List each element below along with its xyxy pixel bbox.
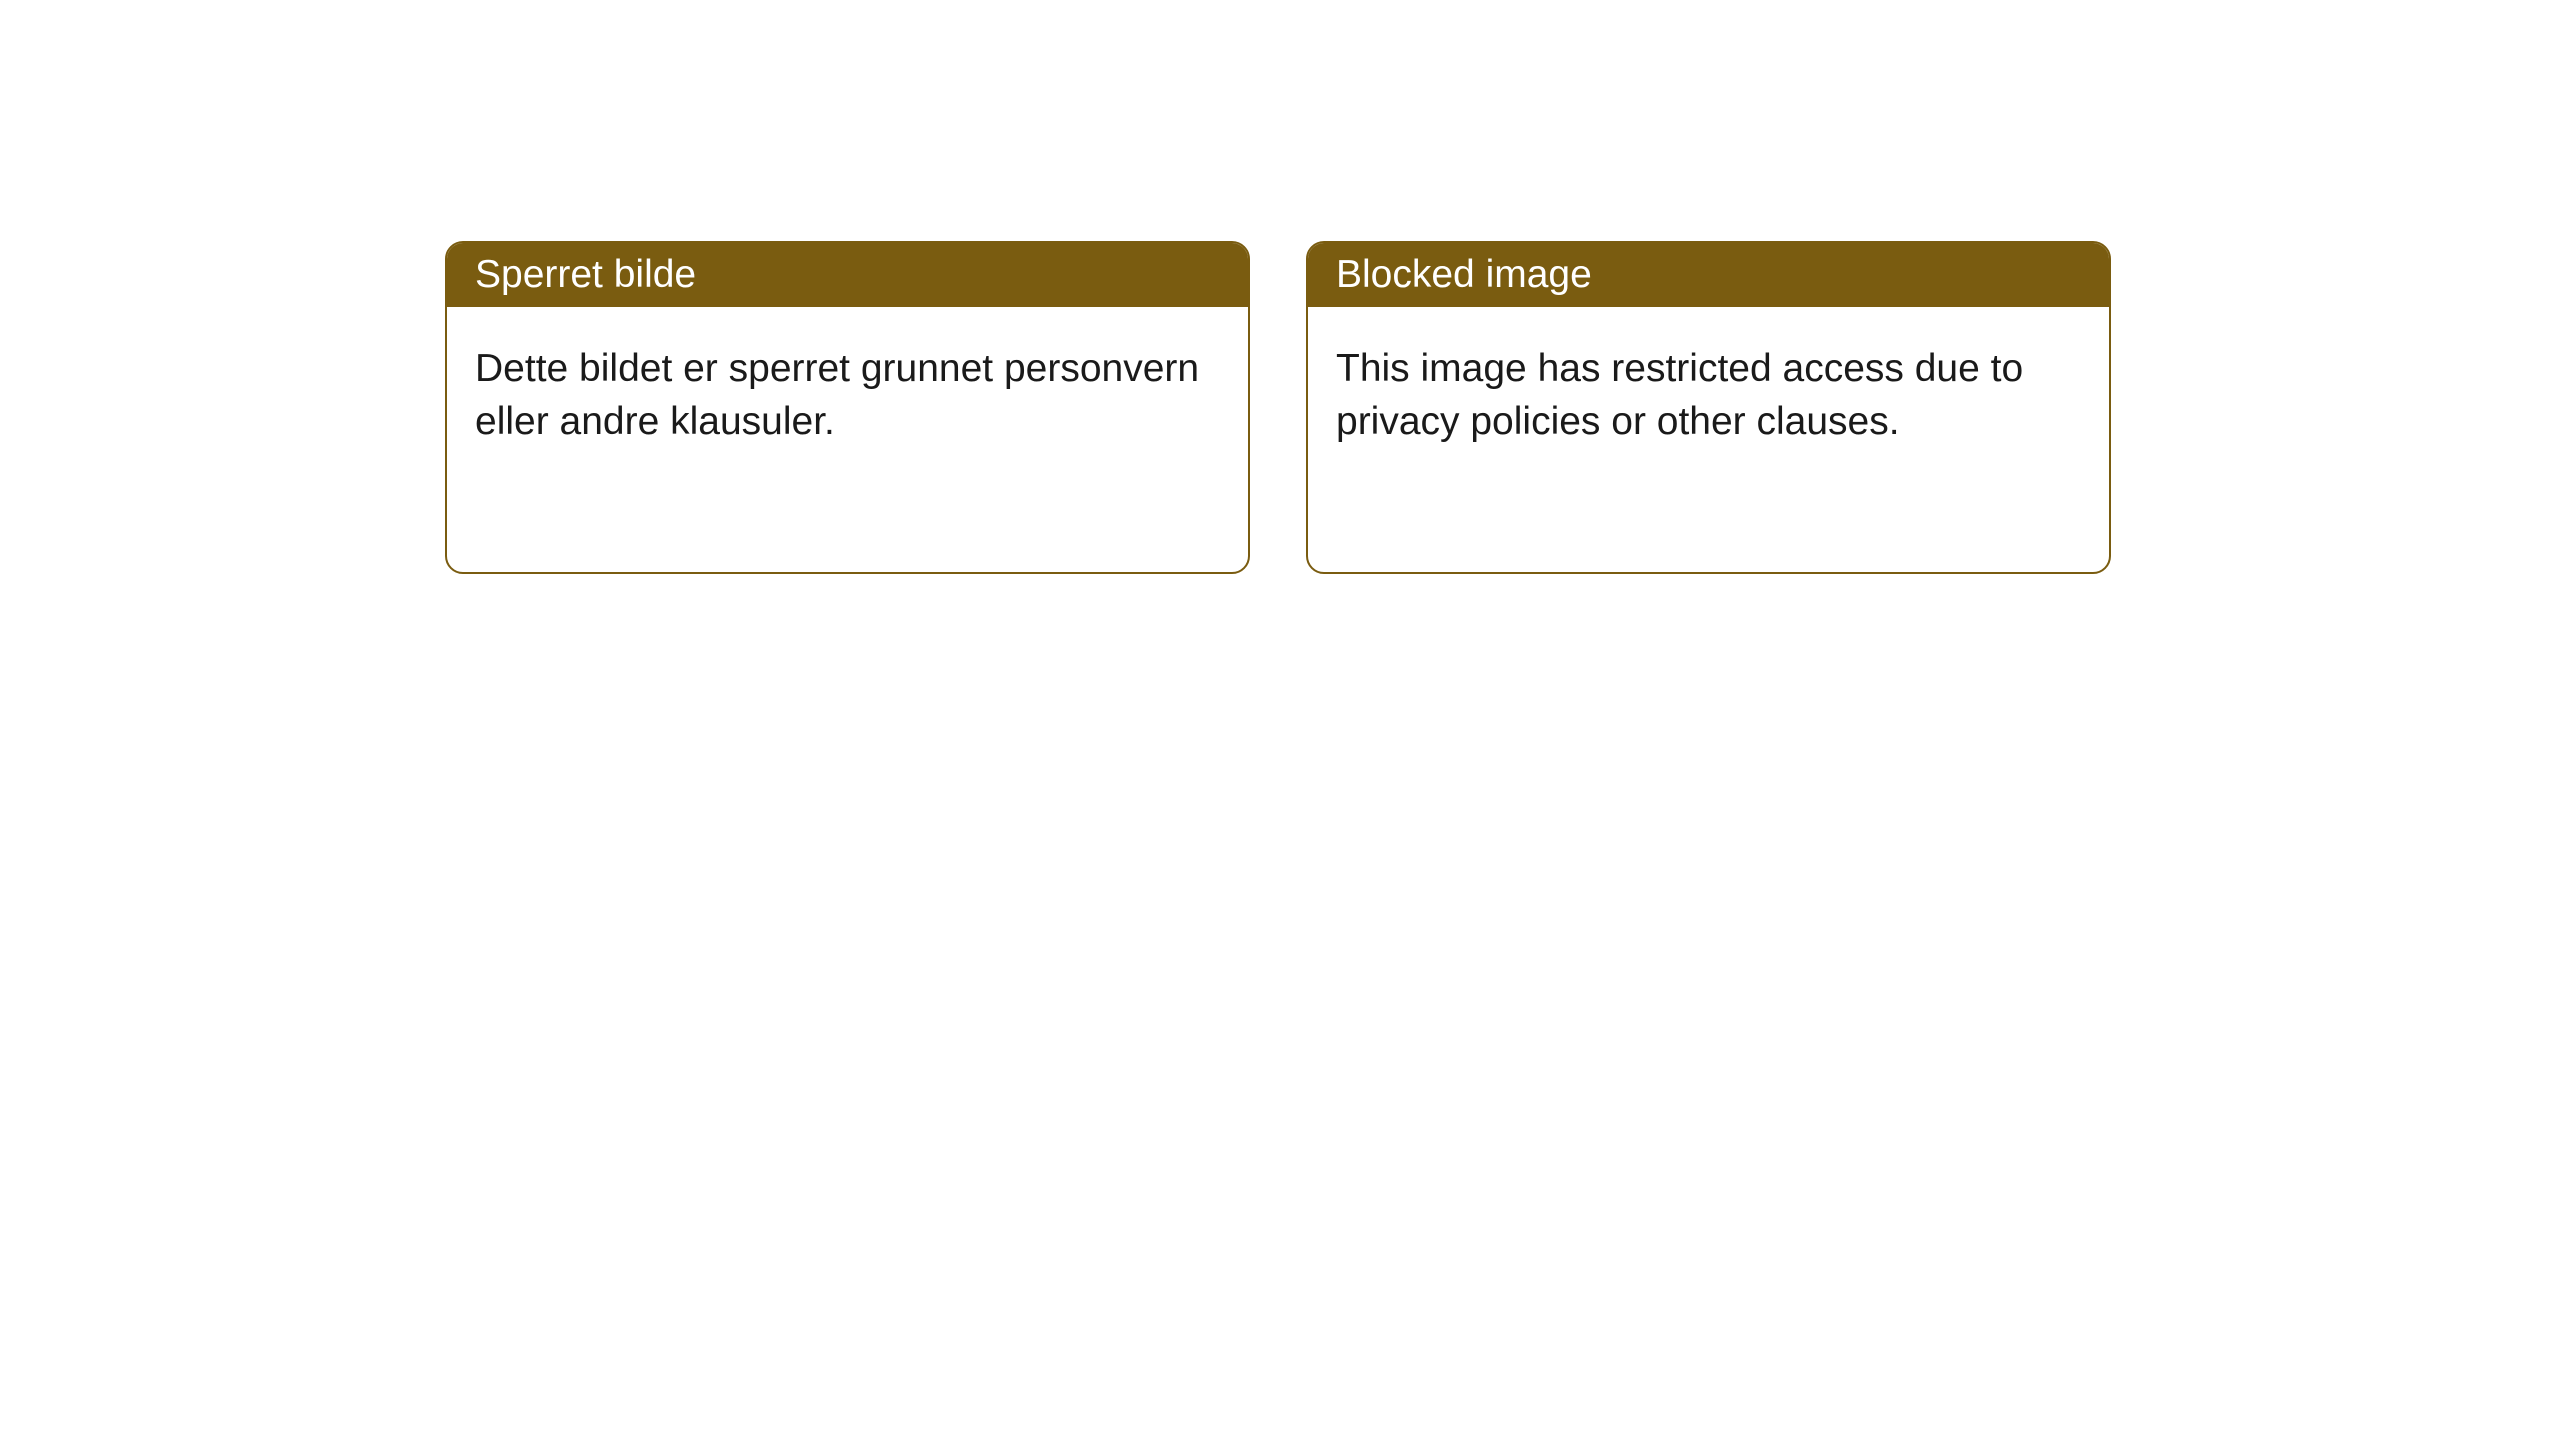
card-header-english: Blocked image <box>1308 243 2109 307</box>
notice-container: Sperret bilde Dette bildet er sperret gr… <box>0 0 2560 574</box>
card-header-norwegian: Sperret bilde <box>447 243 1248 307</box>
notice-card-english: Blocked image This image has restricted … <box>1306 241 2111 574</box>
card-message-english: This image has restricted access due to … <box>1336 347 2023 443</box>
card-title-norwegian: Sperret bilde <box>475 253 696 296</box>
card-title-english: Blocked image <box>1336 253 1592 296</box>
card-body-norwegian: Dette bildet er sperret grunnet personve… <box>447 307 1248 484</box>
notice-card-norwegian: Sperret bilde Dette bildet er sperret gr… <box>445 241 1250 574</box>
card-message-norwegian: Dette bildet er sperret grunnet personve… <box>475 347 1199 443</box>
card-body-english: This image has restricted access due to … <box>1308 307 2109 484</box>
